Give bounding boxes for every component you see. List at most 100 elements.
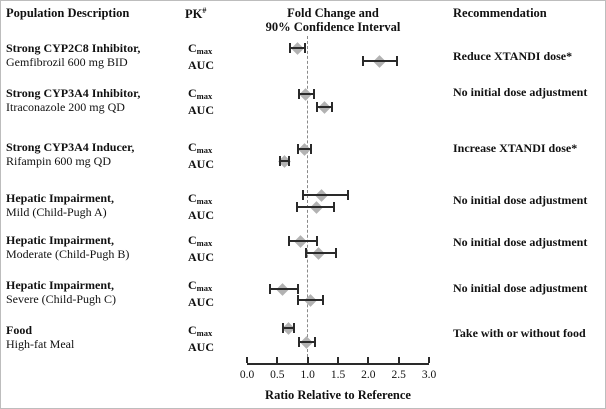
pk-cmax-label: Cmax xyxy=(188,278,213,293)
pk-auc-label: AUC xyxy=(188,103,214,117)
x-axis-tick-label: 2.0 xyxy=(361,369,376,381)
pk-auc-label: AUC xyxy=(188,250,214,264)
ci-cap-left xyxy=(296,295,299,305)
population-line2: Mild (Child-Pugh A) xyxy=(6,205,107,219)
ci-bar xyxy=(288,240,318,242)
ci-bar xyxy=(316,106,332,108)
ci-cap-left xyxy=(297,337,300,347)
recommendation-text: No initial dose adjustment xyxy=(453,281,588,295)
column-header-pk: PK# xyxy=(185,6,206,22)
ci-cap-right xyxy=(312,89,315,99)
x-axis-tick xyxy=(428,357,430,363)
population-line2: Severe (Child-Pugh C) xyxy=(6,292,116,306)
ci-cap-left xyxy=(279,156,282,166)
x-axis-title: Ratio Relative to Reference xyxy=(265,388,411,402)
population-row: Hepatic Impairment, Moderate (Child-Pugh… xyxy=(6,233,186,261)
ci-cap-left xyxy=(305,248,308,258)
ci-bar xyxy=(306,252,337,254)
ci-cap-right xyxy=(330,102,333,112)
pk-labels: Cmax AUC xyxy=(188,278,214,309)
pk-labels: Cmax AUC xyxy=(188,86,214,117)
recommendation-text: No initial dose adjustment xyxy=(453,85,588,99)
ci-cap-left xyxy=(289,43,292,53)
population-row: Hepatic Impairment, Mild (Child-Pugh A) xyxy=(6,191,186,219)
population-row: Strong CYP2C8 Inhibitor, Gemfibrozil 600… xyxy=(6,41,186,69)
ci-cap-left xyxy=(302,190,305,200)
ci-cap-left xyxy=(362,56,365,66)
pk-labels: Cmax AUC xyxy=(188,191,214,222)
pk-labels: Cmax AUC xyxy=(188,323,214,354)
population-line2: Moderate (Child-Pugh B) xyxy=(6,247,130,261)
population-row: Food High-fat Meal xyxy=(6,323,186,351)
pk-labels: Cmax AUC xyxy=(188,140,214,171)
ci-bar xyxy=(296,206,335,208)
x-axis-tick-label: 0.5 xyxy=(270,369,285,381)
pk-header-text: PK xyxy=(185,7,203,22)
pk-cmax-label: Cmax xyxy=(188,86,213,101)
pk-cmax-label: Cmax xyxy=(188,140,213,155)
population-line2: Itraconazole 200 mg QD xyxy=(6,100,125,114)
population-line1: Hepatic Impairment, xyxy=(6,233,114,247)
ci-cap-right xyxy=(346,190,349,200)
fold-change-title-line2: 90% Confidence Interval xyxy=(265,20,401,34)
ci-cap-left xyxy=(287,236,290,246)
population-line1: Strong CYP3A4 Inducer, xyxy=(6,140,135,154)
x-axis-tick-label: 2.5 xyxy=(391,369,406,381)
ci-bar xyxy=(298,341,315,343)
ci-bar xyxy=(297,299,323,301)
column-header-recommendation: Recommendation xyxy=(453,6,547,20)
ci-cap-right xyxy=(287,156,290,166)
x-axis-tick-label: 1.5 xyxy=(330,369,346,381)
ci-cap-right xyxy=(313,337,316,347)
ci-cap-right xyxy=(335,248,338,258)
pk-cmax-label: Cmax xyxy=(188,191,213,206)
ci-cap-left xyxy=(269,284,272,294)
fold-change-title-line1: Fold Change and xyxy=(287,6,379,20)
ci-bar xyxy=(303,194,348,196)
recommendation-text: Take with or without food xyxy=(453,326,586,340)
x-axis-tick-label: 0.0 xyxy=(239,369,255,381)
ci-bar xyxy=(282,327,295,329)
population-line2: Rifampin 600 mg QD xyxy=(6,154,111,168)
ci-bar xyxy=(298,93,314,95)
ci-cap-right xyxy=(309,144,312,154)
ci-cap-left xyxy=(297,89,300,99)
pk-cmax-label: Cmax xyxy=(188,41,213,56)
population-line1: Hepatic Impairment, xyxy=(6,278,114,292)
population-line1: Strong CYP2C8 Inhibitor, xyxy=(6,41,141,55)
x-axis-tick xyxy=(367,357,370,363)
x-axis-tick xyxy=(276,357,279,363)
column-header-population: Population Description xyxy=(6,6,130,20)
ci-bar xyxy=(290,47,306,49)
ci-cap-right xyxy=(321,295,324,305)
population-row: Strong CYP3A4 Inhibitor, Itraconazole 20… xyxy=(6,86,186,114)
pk-labels: Cmax AUC xyxy=(188,233,214,264)
reference-line xyxy=(307,36,309,357)
pk-auc-label: AUC xyxy=(188,208,214,222)
pk-cmax-label: Cmax xyxy=(188,323,213,338)
pk-labels: Cmax AUC xyxy=(188,41,214,72)
ci-cap-left xyxy=(315,102,318,112)
ci-cap-left xyxy=(296,144,299,154)
pk-cmax-label: Cmax xyxy=(188,233,213,248)
x-axis-tick xyxy=(246,357,248,363)
recommendation-text: No initial dose adjustment xyxy=(453,235,588,249)
ci-cap-right xyxy=(333,202,336,212)
population-line2: Gemfibrozil 600 mg BID xyxy=(6,55,128,69)
pk-header-footnote-mark: # xyxy=(202,6,207,15)
ci-cap-right xyxy=(316,236,319,246)
population-line1: Hepatic Impairment, xyxy=(6,191,114,205)
ci-cap-right xyxy=(304,43,307,53)
recommendation-text: Increase XTANDI dose* xyxy=(453,141,578,155)
x-axis-tick xyxy=(337,357,339,363)
ci-cap-right xyxy=(296,284,299,294)
pk-auc-label: AUC xyxy=(188,157,214,171)
ci-bar xyxy=(297,148,311,150)
ci-bar xyxy=(363,60,397,62)
recommendation-text: Reduce XTANDI dose* xyxy=(453,49,573,63)
column-header-fold-change: Fold Change and 90% Confidence Interval xyxy=(233,6,433,34)
x-axis-tick xyxy=(397,357,400,363)
ci-cap-right xyxy=(293,323,296,333)
ci-cap-left xyxy=(295,202,298,212)
